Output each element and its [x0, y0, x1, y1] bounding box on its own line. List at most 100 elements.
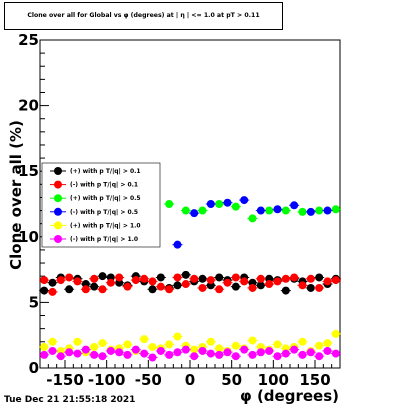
data-point	[331, 329, 340, 338]
data-points	[39, 196, 341, 362]
data-point	[181, 280, 190, 289]
data-point	[65, 273, 74, 282]
data-point	[273, 205, 282, 214]
legend-label: (-) with p T/|q| > 0.1	[70, 182, 138, 189]
data-point	[281, 286, 290, 295]
data-point	[40, 350, 49, 359]
x-tick-label: -100	[88, 371, 126, 389]
data-point	[81, 285, 90, 294]
data-point	[231, 282, 240, 291]
data-point	[215, 344, 224, 353]
data-point	[231, 202, 240, 211]
data-point	[98, 339, 107, 348]
timestamp-footer: Tue Dec 21 21:55:18 2021	[4, 395, 136, 405]
axis-ticks: -150 -100 -50 0 50 100 150 0 5 10 15 20 25	[18, 31, 341, 389]
x-tick-label: 0	[185, 371, 195, 389]
data-point	[273, 352, 282, 361]
data-point	[256, 281, 265, 290]
data-point	[315, 341, 324, 350]
data-point	[248, 350, 257, 359]
data-point	[198, 206, 207, 215]
y-tick-label: 20	[18, 97, 39, 115]
legend-marker	[54, 194, 62, 203]
data-point	[231, 352, 240, 361]
data-point	[215, 350, 224, 359]
data-point	[198, 274, 207, 283]
data-point	[248, 283, 257, 292]
data-point	[190, 209, 199, 218]
data-point	[65, 285, 74, 294]
data-point	[306, 274, 315, 283]
x-tick-label: -50	[135, 371, 162, 389]
data-point	[190, 274, 199, 283]
data-point	[215, 285, 224, 294]
data-point	[148, 285, 157, 294]
data-point	[115, 273, 124, 282]
data-point	[256, 348, 265, 357]
data-point	[273, 277, 282, 286]
data-point	[206, 349, 215, 358]
data-point	[190, 345, 199, 354]
data-point	[223, 278, 232, 287]
data-point	[190, 352, 199, 361]
data-point	[248, 214, 257, 223]
data-point	[90, 350, 99, 359]
y-tick-label: 5	[29, 293, 39, 311]
data-point	[331, 205, 340, 214]
data-point	[256, 274, 265, 283]
data-point	[73, 349, 82, 358]
legend-marker	[54, 180, 62, 189]
legend-marker	[54, 207, 62, 216]
data-point	[215, 273, 224, 282]
data-point	[181, 345, 190, 354]
data-point	[315, 352, 324, 361]
data-point	[181, 206, 190, 215]
data-point	[123, 350, 132, 359]
data-point	[198, 283, 207, 292]
legend-label: (+) with p T/|q| > 1.0	[70, 222, 141, 229]
data-point	[273, 340, 282, 349]
x-tick-label: 100	[258, 371, 289, 389]
data-point	[40, 276, 49, 285]
x-tick-label: 150	[299, 371, 330, 389]
data-point	[331, 349, 340, 358]
data-point	[48, 346, 57, 355]
data-point	[81, 345, 90, 354]
data-point	[90, 282, 99, 291]
data-point	[306, 348, 315, 357]
data-point	[115, 348, 124, 357]
data-point	[323, 346, 332, 355]
data-point	[306, 283, 315, 292]
data-point	[131, 276, 140, 285]
data-point	[165, 200, 174, 208]
data-point	[240, 196, 249, 205]
data-point	[156, 282, 165, 291]
title-box: Clone over all for Global vs φ (degrees)…	[4, 2, 283, 30]
data-point	[223, 348, 232, 357]
data-point	[248, 336, 257, 345]
x-tick-label: 50	[221, 371, 242, 389]
data-point	[165, 285, 174, 294]
y-tick-label: 15	[18, 162, 39, 180]
data-point	[90, 274, 99, 283]
data-point	[298, 350, 307, 359]
data-point	[40, 343, 49, 352]
data-point	[206, 276, 215, 285]
data-point	[173, 240, 182, 249]
data-point	[73, 337, 82, 346]
data-point	[156, 346, 165, 355]
legend-marker	[54, 235, 62, 243]
data-point	[40, 286, 49, 295]
data-point	[231, 273, 240, 282]
data-point	[48, 337, 57, 346]
data-point	[131, 345, 140, 354]
legend-marker	[54, 221, 62, 230]
data-point	[56, 352, 65, 361]
data-point	[56, 276, 65, 285]
data-point	[65, 348, 74, 357]
data-point	[240, 345, 249, 354]
data-point	[290, 345, 299, 354]
data-point	[98, 352, 107, 361]
data-point	[173, 281, 182, 290]
